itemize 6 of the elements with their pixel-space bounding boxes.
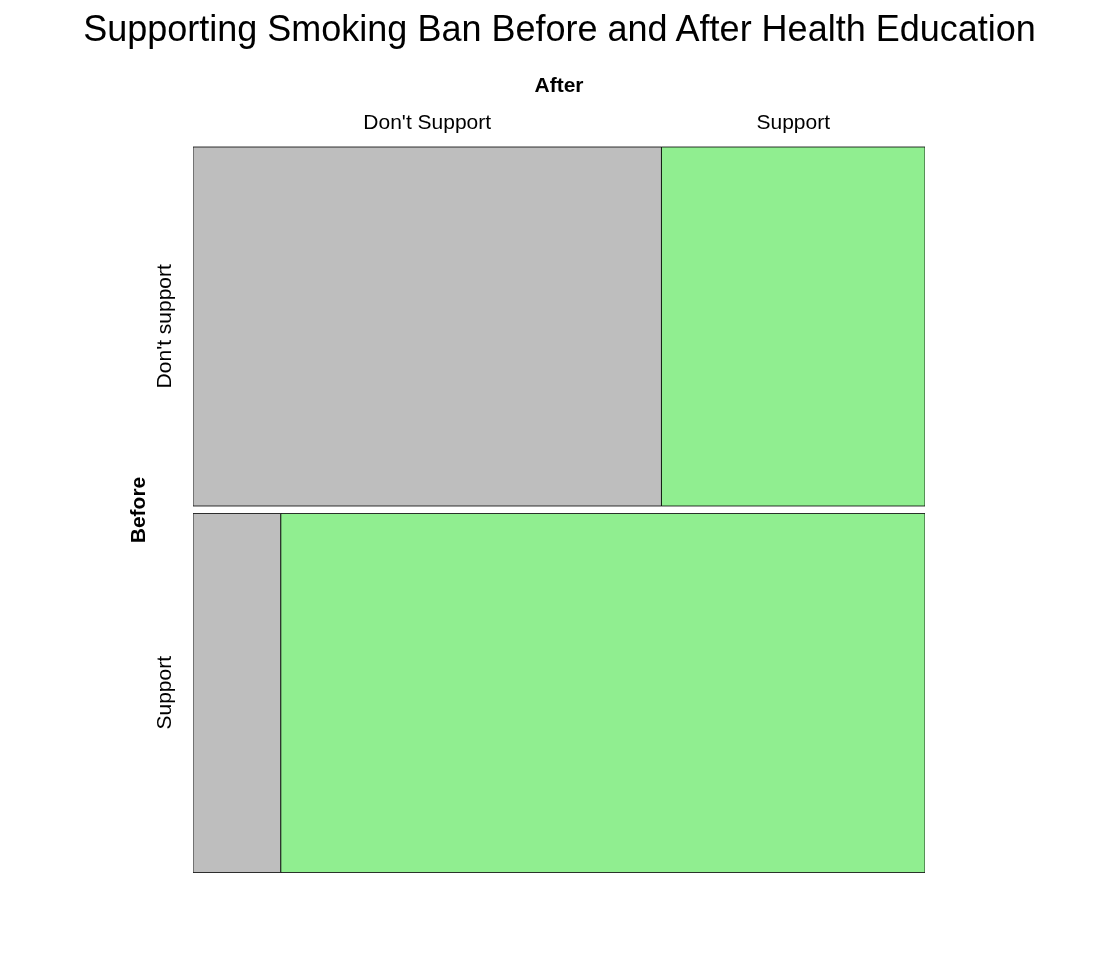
chart-title: Supporting Smoking Ban Before and After Health Education [82,8,1037,50]
series-label: Don't Support [363,110,492,133]
y-tick-label: Don't support [151,263,175,389]
y-axis-title: Before [126,476,150,544]
series-label: Support [756,110,831,133]
x-axis-title: After [534,72,584,96]
